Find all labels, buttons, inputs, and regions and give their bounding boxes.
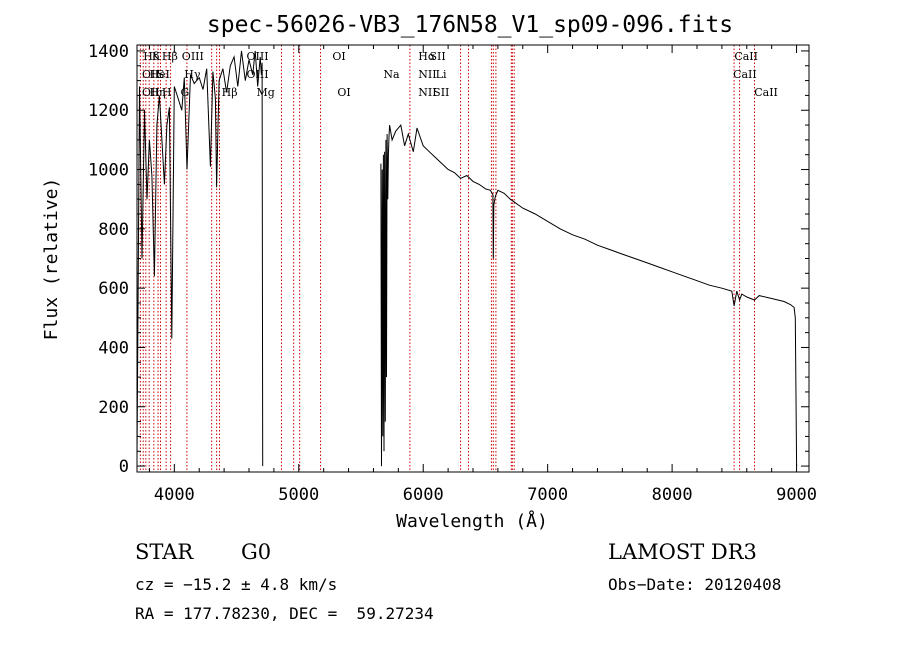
y-axis-label: Flux (relative): [41, 178, 62, 341]
y-tick-label: 1000: [88, 161, 129, 181]
line-label: OIII: [247, 50, 269, 63]
y-tick-label: 600: [98, 279, 129, 299]
line-label: NII: [418, 68, 436, 81]
line-label: OIII: [182, 50, 204, 63]
y-tick-label: 800: [98, 220, 129, 240]
line-label: OII: [142, 68, 160, 81]
line-label: Hδ: [143, 50, 160, 63]
flux-line-segment: [136, 50, 264, 467]
x-tick-label: 9000: [776, 485, 817, 505]
line-label: Na: [383, 68, 400, 81]
y-tick-label: 200: [98, 398, 129, 418]
x-tick-label: 7000: [527, 485, 568, 505]
line-label: Hβ: [222, 86, 238, 99]
line-label: CaII: [734, 50, 758, 63]
line-label: OI: [337, 86, 350, 99]
flux-line-segment: [380, 123, 798, 467]
observation-date: Obs−Date: 20120408: [608, 575, 782, 594]
object-subclass: G0: [241, 540, 272, 564]
line-label: K: [152, 50, 161, 63]
y-tick-label: 400: [98, 338, 129, 358]
line-label: NII: [418, 86, 436, 99]
x-tick-label: 4000: [154, 485, 195, 505]
flux-series: [136, 50, 798, 467]
y-tick-label: 1200: [88, 101, 129, 121]
x-tick-label: 5000: [278, 485, 319, 505]
line-label: SII: [429, 50, 445, 63]
line-label: Mg: [256, 86, 274, 99]
line-label: HeI: [149, 68, 169, 81]
line-label: Hα: [418, 50, 436, 63]
line-label: Hη: [149, 86, 165, 99]
line-label: Li: [436, 68, 447, 81]
y-tick-label: 1400: [88, 42, 129, 62]
line-label: Hβ: [162, 50, 178, 63]
x-tick-label: 8000: [652, 485, 693, 505]
redshift-value: cz = −15.2 ± 4.8 km/s: [135, 575, 338, 594]
line-label: H: [162, 86, 172, 99]
x-axis-label: Wavelength (Å): [396, 510, 548, 532]
plot-frame: [136, 44, 810, 473]
line-label: OI: [332, 50, 345, 63]
x-tick-label: 6000: [403, 485, 444, 505]
line-label: S: [157, 68, 165, 81]
y-axis-ticks: 0 200 400 600 800 1000 1200 1400: [88, 42, 809, 477]
spectral-line-markers: [139, 45, 755, 472]
x-axis-ticks: 4000 5000 6000 7000 8000 9000: [148, 45, 817, 505]
y-tick-label: 0: [119, 457, 129, 477]
line-label: OII: [142, 86, 160, 99]
chart-title: spec-56026-VB3_176N58_V1_sp09-096.fits: [207, 12, 733, 38]
line-label: Hγ: [184, 68, 201, 81]
object-class: STAR: [135, 540, 194, 564]
coordinates: RA = 177.78230, DEC = 59.27234: [135, 604, 434, 623]
survey-name: LAMOST DR3: [608, 540, 757, 564]
line-label: CaII: [754, 86, 778, 99]
line-label: CaII: [733, 68, 757, 81]
line-label: SII: [433, 86, 449, 99]
